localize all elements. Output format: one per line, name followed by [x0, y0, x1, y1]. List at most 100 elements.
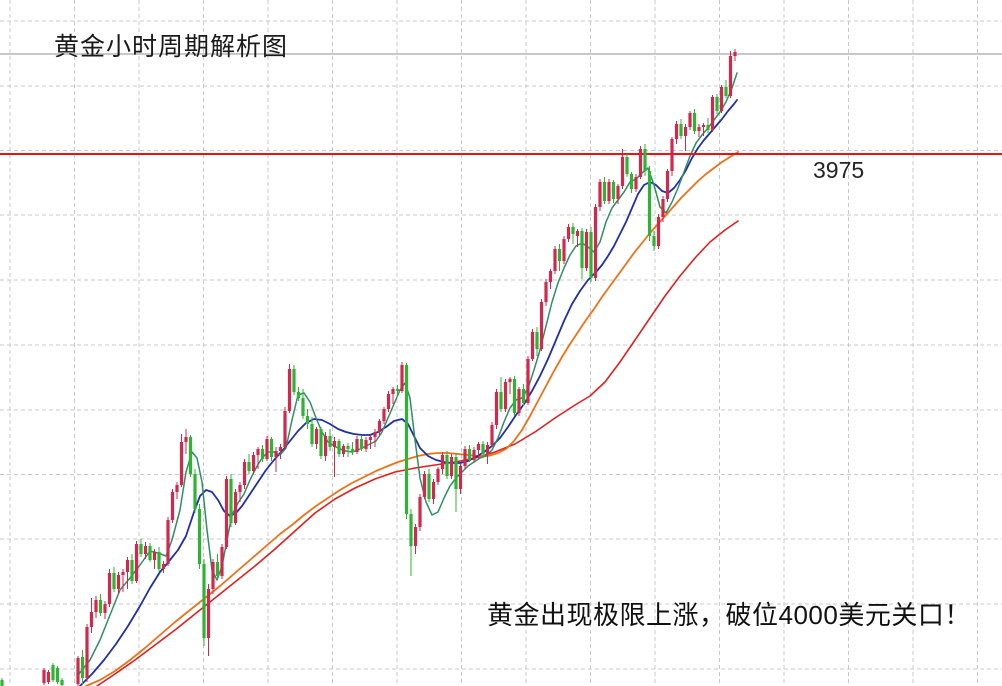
- candle-body-bearish: [467, 449, 472, 460]
- candle-body-bearish: [427, 474, 431, 499]
- candle-body-bullish: [224, 479, 229, 547]
- candle-body-bearish: [580, 231, 584, 268]
- candle-body-bearish: [98, 600, 103, 613]
- candle-body-bullish: [278, 447, 283, 451]
- candle-body-bullish: [701, 125, 706, 127]
- candle-body-bullish: [418, 497, 422, 527]
- candle-body-bearish: [188, 437, 193, 474]
- candle-body-bullish: [440, 455, 445, 469]
- candle-body-bullish: [368, 437, 373, 440]
- candle-body-bearish: [512, 379, 517, 413]
- candle-body-bullish: [472, 450, 476, 460]
- ma-line-slowest-red: [96, 220, 739, 686]
- candle-body-bearish: [499, 392, 503, 409]
- candle-body-bullish: [332, 441, 337, 447]
- candle-body-bullish: [161, 564, 166, 569]
- candle-body-bullish: [170, 492, 175, 520]
- candle-body-bullish: [179, 442, 184, 485]
- candle-body-bearish: [139, 544, 143, 554]
- candle-body-bullish: [670, 139, 674, 171]
- candle-body-bearish: [51, 665, 55, 680]
- trend-line-down-right: [773, 10, 816, 152]
- candle-body-bullish: [719, 87, 724, 111]
- candle-body-bearish: [652, 236, 656, 246]
- candle-body-bullish: [238, 485, 242, 492]
- candle-body-bullish: [422, 474, 427, 497]
- candle-body-bearish: [481, 444, 485, 454]
- candle-body-bullish: [364, 440, 368, 449]
- candle-body-bearish: [395, 389, 400, 391]
- candle-body-bullish: [526, 359, 530, 403]
- candle-body-bullish: [656, 217, 661, 246]
- candle-body-bearish: [557, 249, 562, 261]
- candle-body-bullish: [575, 231, 580, 236]
- candle-body-bearish: [346, 446, 350, 449]
- candle-body-bullish: [593, 207, 598, 278]
- candle-body-bullish: [494, 392, 499, 425]
- candle-body-bearish: [247, 462, 251, 471]
- candle-body-bearish: [0, 680, 4, 686]
- candle-body-bearish: [148, 546, 152, 560]
- candle-body-bullish: [373, 432, 377, 437]
- candle-body-bullish: [46, 672, 51, 682]
- candle-body-bullish: [616, 186, 620, 199]
- candle-body-bearish: [535, 332, 539, 349]
- candle-body-bullish: [175, 485, 179, 492]
- candle-body-bearish: [359, 439, 364, 449]
- candle-body-bullish: [107, 573, 112, 604]
- ma-line-mid-navy: [79, 99, 738, 686]
- candle-body-bearish: [404, 365, 409, 514]
- candle-body-bullish: [674, 124, 679, 139]
- candle-body-bearish: [602, 182, 607, 201]
- candle-body-bearish: [643, 149, 647, 171]
- candle-body-bearish: [193, 474, 197, 509]
- candle-body-bullish: [661, 199, 665, 217]
- candle-body-bullish: [382, 409, 386, 421]
- candle-body-bullish: [566, 227, 571, 239]
- candle-body-bullish: [728, 56, 733, 96]
- candle-body-bullish: [620, 157, 625, 186]
- candle-body-bearish: [229, 479, 233, 523]
- candle-body-bullish: [607, 182, 611, 201]
- candle-body-bullish: [391, 389, 395, 394]
- candle-body-bearish: [301, 398, 305, 416]
- candle-body-bearish: [679, 124, 683, 136]
- candle-body-bearish: [130, 560, 134, 581]
- candle-body-bearish: [197, 509, 202, 564]
- candle-body-bullish: [233, 492, 238, 523]
- candle-body-bearish: [337, 441, 341, 454]
- analysis-annotation: 黄金出现极限上涨，破位4000美元关口！: [487, 600, 971, 630]
- candle-body-bullish: [89, 612, 94, 627]
- candle-body-bullish: [377, 421, 382, 432]
- candle-body-bearish: [521, 389, 526, 403]
- candle-body-bullish: [458, 466, 463, 489]
- candle-body-bullish: [242, 462, 247, 485]
- candle-body-bullish: [206, 589, 211, 638]
- candle-body-bullish: [400, 365, 404, 391]
- candle-body-bullish: [184, 437, 188, 442]
- candle-body-bearish: [454, 457, 458, 489]
- candle-body-bullish: [166, 520, 170, 564]
- candle-body-bullish: [211, 562, 215, 589]
- candle-body-bullish: [94, 600, 98, 612]
- candle-body-bullish: [553, 249, 557, 271]
- candle-body-bullish: [544, 282, 548, 302]
- candle-body-bullish: [530, 332, 535, 359]
- candle-body-bullish: [539, 302, 544, 349]
- candle-body-bullish: [103, 604, 107, 613]
- candle-body-bullish: [355, 439, 359, 452]
- candle-body-bullish: [485, 445, 490, 454]
- candle-body-bullish: [503, 382, 508, 409]
- candle-body-bearish: [292, 369, 296, 392]
- candle-body-bearish: [589, 232, 593, 278]
- candle-body-bullish: [710, 97, 715, 130]
- candle-body-bearish: [625, 157, 629, 174]
- candle-body-bearish: [445, 455, 449, 476]
- candle-body-bullish: [476, 444, 481, 450]
- candle-body-bullish: [548, 271, 553, 282]
- candle-body-bearish: [55, 668, 60, 682]
- candle-body-bearish: [319, 429, 323, 456]
- candle-body-bearish: [296, 392, 301, 398]
